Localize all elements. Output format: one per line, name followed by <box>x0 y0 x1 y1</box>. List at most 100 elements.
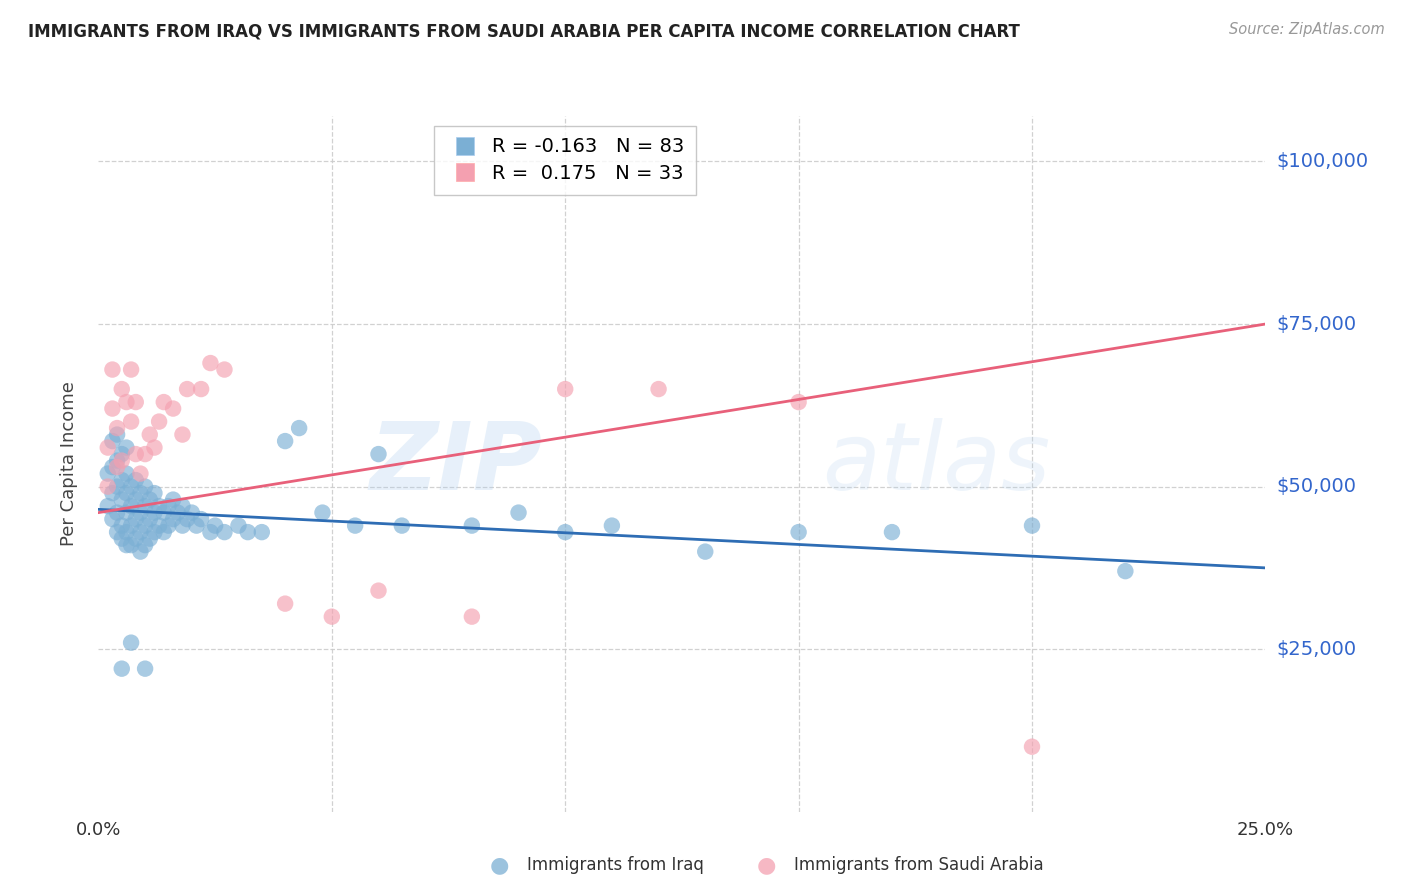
Text: Immigrants from Saudi Arabia: Immigrants from Saudi Arabia <box>794 856 1045 874</box>
Point <box>125 447 148 461</box>
Point <box>101 486 124 500</box>
Point <box>115 538 138 552</box>
Y-axis label: Per Capita Income: Per Capita Income <box>59 382 77 546</box>
Point <box>162 401 184 416</box>
Point <box>115 525 138 540</box>
Point <box>139 532 162 546</box>
Point <box>111 518 134 533</box>
Text: ●: ● <box>756 855 776 875</box>
Point <box>97 480 120 494</box>
Point <box>134 538 156 552</box>
Point <box>787 525 810 540</box>
Point <box>105 525 128 540</box>
Point <box>120 499 142 513</box>
Point <box>190 382 212 396</box>
Point <box>97 441 120 455</box>
Point <box>115 486 138 500</box>
Text: $50,000: $50,000 <box>1277 477 1357 496</box>
Point <box>111 492 134 507</box>
Point <box>172 427 194 442</box>
Point <box>152 395 174 409</box>
Point <box>134 480 156 494</box>
Point <box>554 525 576 540</box>
Point <box>129 544 152 558</box>
Point <box>311 506 333 520</box>
Point <box>125 512 148 526</box>
Point <box>111 532 134 546</box>
Point <box>157 499 180 513</box>
Point <box>125 473 148 487</box>
Point <box>120 480 142 494</box>
Point <box>148 415 170 429</box>
Point <box>508 506 530 520</box>
Point <box>97 467 120 481</box>
Point <box>120 538 142 552</box>
Point <box>120 362 142 376</box>
Point <box>880 525 903 540</box>
Point <box>101 460 124 475</box>
Point <box>105 427 128 442</box>
Point <box>1021 739 1043 754</box>
Point <box>787 395 810 409</box>
Text: atlas: atlas <box>823 418 1050 509</box>
Point <box>162 492 184 507</box>
Point <box>461 518 484 533</box>
Text: $75,000: $75,000 <box>1277 315 1357 334</box>
Point <box>162 512 184 526</box>
Point <box>172 518 194 533</box>
Text: Immigrants from Iraq: Immigrants from Iraq <box>527 856 704 874</box>
Point <box>148 499 170 513</box>
Point <box>274 597 297 611</box>
Point <box>125 532 148 546</box>
Text: $25,000: $25,000 <box>1277 640 1357 658</box>
Point <box>120 518 142 533</box>
Point <box>461 609 484 624</box>
Point <box>695 544 717 558</box>
Text: IMMIGRANTS FROM IRAQ VS IMMIGRANTS FROM SAUDI ARABIA PER CAPITA INCOME CORRELATI: IMMIGRANTS FROM IRAQ VS IMMIGRANTS FROM … <box>28 22 1019 40</box>
Point <box>172 499 194 513</box>
Point <box>115 506 138 520</box>
Point <box>200 356 222 370</box>
Point <box>143 441 166 455</box>
Point <box>97 499 120 513</box>
Point <box>152 506 174 520</box>
Point <box>115 441 138 455</box>
Point <box>143 506 166 520</box>
Point <box>1114 564 1136 578</box>
Point <box>111 662 134 676</box>
Text: ZIP: ZIP <box>368 417 541 510</box>
Point <box>134 447 156 461</box>
Point <box>344 518 367 533</box>
Point <box>134 518 156 533</box>
Point <box>1021 518 1043 533</box>
Point <box>143 486 166 500</box>
Point <box>176 512 198 526</box>
Point <box>134 662 156 676</box>
Point <box>111 447 134 461</box>
Point <box>236 525 259 540</box>
Point <box>157 518 180 533</box>
Point <box>274 434 297 448</box>
Point <box>143 525 166 540</box>
Point <box>134 499 156 513</box>
Point <box>166 506 188 520</box>
Point <box>101 362 124 376</box>
Point <box>105 460 128 475</box>
Point <box>125 492 148 507</box>
Point <box>129 525 152 540</box>
Point <box>129 486 152 500</box>
Point <box>101 401 124 416</box>
Point <box>321 609 343 624</box>
Point <box>105 421 128 435</box>
Point <box>367 583 389 598</box>
Point <box>214 525 236 540</box>
Point <box>139 427 162 442</box>
Point <box>101 512 124 526</box>
Point <box>111 473 134 487</box>
Point <box>115 395 138 409</box>
Point <box>176 382 198 396</box>
Point <box>129 506 152 520</box>
Point <box>115 467 138 481</box>
Point <box>391 518 413 533</box>
Point <box>214 362 236 376</box>
